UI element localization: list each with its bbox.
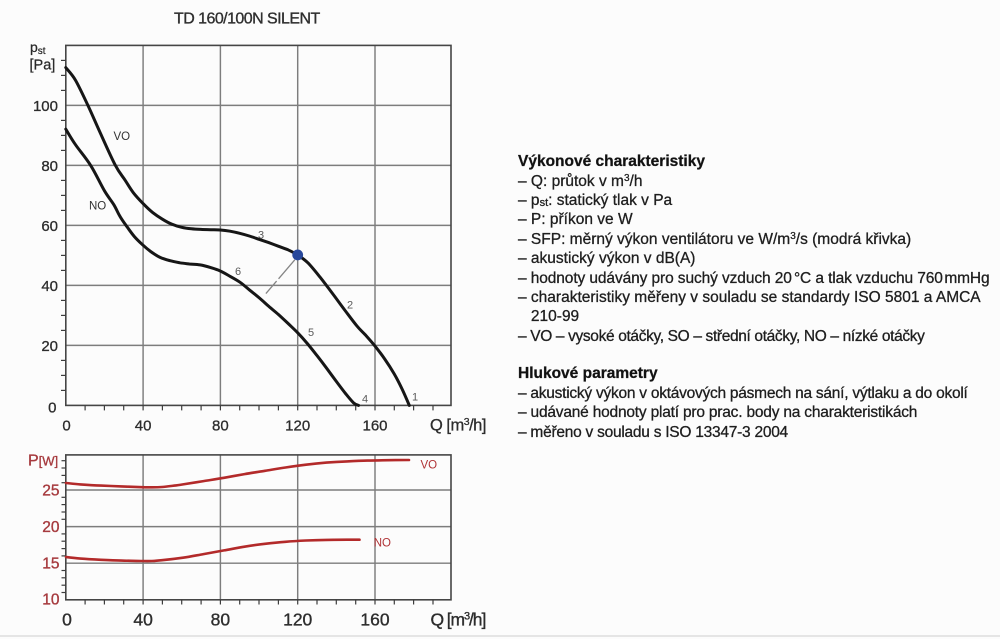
svg-text:3: 3 (258, 230, 264, 242)
svg-text:20: 20 (41, 338, 58, 355)
svg-text:25: 25 (42, 483, 59, 500)
svg-text:0: 0 (62, 417, 70, 434)
svg-text:0: 0 (62, 609, 72, 629)
svg-text:VO: VO (421, 460, 438, 472)
svg-text:NO: NO (374, 538, 391, 550)
svg-text:1: 1 (412, 392, 418, 404)
svg-text:120: 120 (285, 417, 310, 434)
svg-text:15: 15 (42, 556, 59, 573)
svg-text:10: 10 (42, 591, 60, 608)
svg-text:40: 40 (135, 417, 152, 434)
svg-text:120: 120 (283, 609, 312, 629)
svg-text:80: 80 (41, 158, 58, 175)
svg-text:Q [m3/h]: Q [m3/h] (430, 416, 486, 435)
svg-text:pst: pst (30, 39, 46, 57)
svg-text:5: 5 (308, 327, 314, 339)
svg-text:4: 4 (362, 394, 368, 406)
svg-text:60: 60 (41, 218, 58, 235)
svg-text:P[W]: P[W] (28, 453, 58, 470)
svg-text:TD 160/100N SILENT: TD 160/100N SILENT (174, 11, 321, 28)
svg-text:40: 40 (41, 278, 58, 295)
svg-text:6: 6 (235, 266, 241, 278)
svg-text:0: 0 (48, 400, 56, 417)
svg-text:160: 160 (360, 609, 389, 629)
svg-text:80: 80 (212, 417, 229, 434)
svg-text:160: 160 (362, 417, 387, 434)
svg-text:VO: VO (114, 131, 131, 143)
svg-text:[Pa]: [Pa] (30, 58, 56, 74)
svg-text:20: 20 (42, 519, 60, 536)
svg-text:Q [m3/h]: Q [m3/h] (431, 609, 486, 629)
svg-text:2: 2 (347, 300, 353, 312)
svg-text:80: 80 (211, 609, 231, 629)
svg-text:40: 40 (133, 609, 153, 629)
svg-text:100: 100 (33, 98, 58, 115)
svg-text:NO: NO (89, 201, 106, 213)
